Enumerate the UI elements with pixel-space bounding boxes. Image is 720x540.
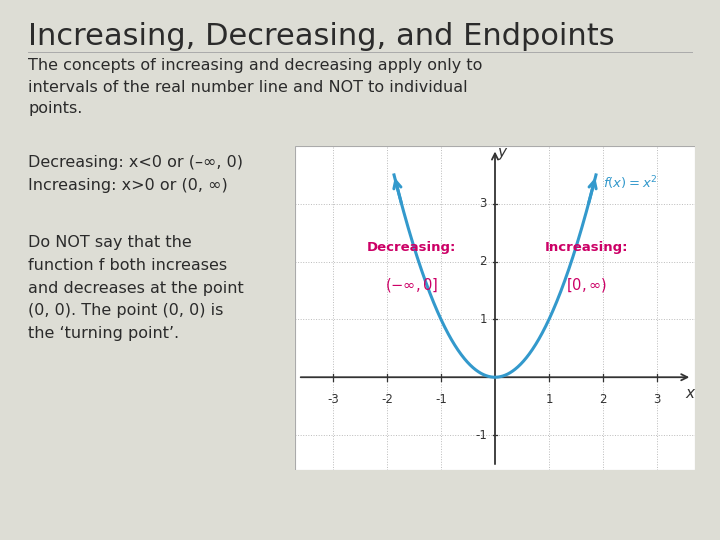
Text: Decreasing:: Decreasing:: [366, 240, 456, 254]
Text: 3: 3: [653, 394, 661, 407]
Text: -2: -2: [381, 394, 393, 407]
Text: 2: 2: [599, 394, 607, 407]
Text: y: y: [498, 145, 507, 160]
Bar: [295, 146, 695, 470]
Text: Increasing, Decreasing, and Endpoints: Increasing, Decreasing, and Endpoints: [28, 22, 615, 51]
Text: Do NOT say that the
function f both increases
and decreases at the point
(0, 0).: Do NOT say that the function f both incr…: [28, 235, 244, 341]
Text: -3: -3: [327, 394, 339, 407]
Text: Increasing:: Increasing:: [545, 240, 629, 254]
Text: 1: 1: [545, 394, 553, 407]
Text: -1: -1: [435, 394, 447, 407]
Text: 2: 2: [480, 255, 487, 268]
Text: -1: -1: [475, 429, 487, 442]
Text: Increasing: x>0 or (0, ∞): Increasing: x>0 or (0, ∞): [28, 178, 228, 193]
Text: $(-\infty, 0]$: $(-\infty, 0]$: [384, 275, 438, 294]
Text: The concepts of increasing and decreasing apply only to
intervals of the real nu: The concepts of increasing and decreasin…: [28, 58, 482, 116]
Text: $f(x) = x^2$: $f(x) = x^2$: [603, 174, 657, 192]
Text: 3: 3: [480, 197, 487, 210]
Text: $[0, \infty)$: $[0, \infty)$: [566, 275, 608, 294]
Text: x: x: [685, 386, 694, 401]
Text: Decreasing: x<0 or (–∞, 0): Decreasing: x<0 or (–∞, 0): [28, 155, 243, 170]
Text: 1: 1: [480, 313, 487, 326]
